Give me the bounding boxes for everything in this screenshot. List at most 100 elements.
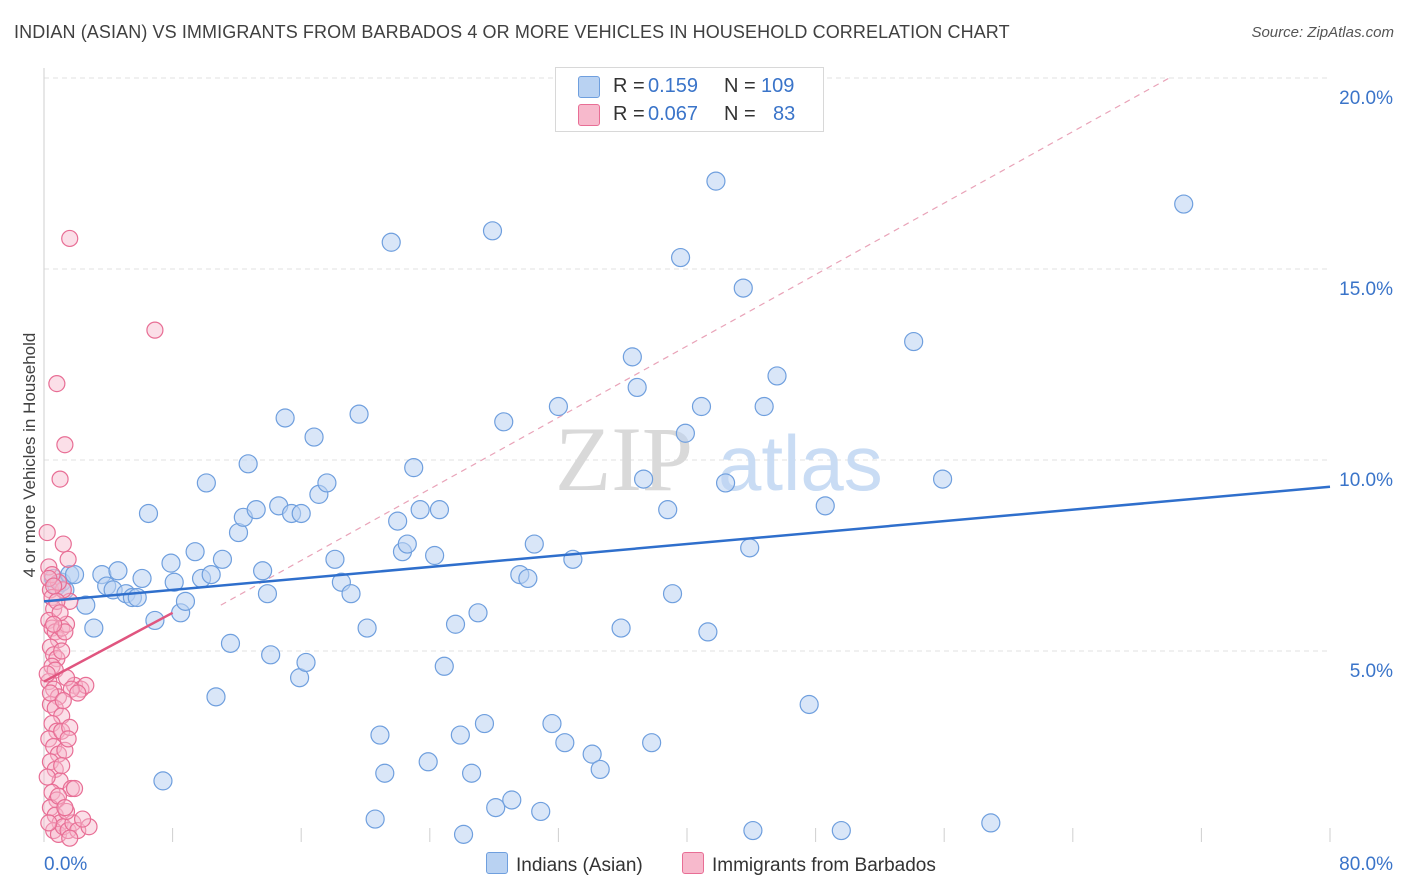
grid-lines [44,77,1330,652]
data-point-indians [325,549,345,569]
data-point-indians [461,763,482,783]
data-point-indians [698,622,718,642]
data-point-indians [486,798,506,818]
data-point-indians [357,618,377,638]
data-point-indians [418,752,438,772]
data-point-barbados [41,684,60,702]
data-point-barbados [45,577,63,595]
data-point-barbados [61,829,79,847]
data-point-indians [397,534,417,554]
data-point-indians [153,771,173,791]
data-point-indians [365,809,385,829]
data-point-indians [611,618,631,638]
data-point-indians [349,404,369,424]
y-tick-label: 5.0% [1350,661,1393,682]
data-point-indians [531,801,551,822]
data-point-barbados [51,470,69,488]
data-point-indians [434,656,454,676]
data-point-barbados [73,810,92,828]
data-point-indians [754,396,774,417]
data-point-indians [388,511,408,531]
y-tick-label: 15.0% [1339,279,1393,300]
data-point-indians [582,744,602,764]
data-point-indians [164,572,184,592]
data-point-indians [64,564,85,585]
y-axis-label: 4 or more Vehicles in Household [20,332,39,578]
data-point-barbados [38,768,56,786]
data-point-indians [201,564,221,585]
legend-label-barbados: Immigrants from Barbados [712,855,936,876]
data-point-indians [733,278,753,298]
data-point-indians [212,549,233,569]
data-point-barbados [45,615,63,633]
data-point-indians [132,568,152,589]
series-barbados-points [38,229,164,847]
data-point-indians [740,538,760,558]
data-point-indians [275,408,295,428]
data-point-indians [662,584,683,604]
data-point-barbados [54,692,72,710]
legend-swatch-pink [682,852,704,874]
data-point-indians [296,652,316,673]
data-point-indians [291,503,311,524]
legend-n-value: 109 [761,74,795,97]
watermark-atlas: atlas [718,419,883,507]
data-point-indians [799,694,819,715]
legend-swatch-blue [486,852,508,874]
data-point-indians [590,759,610,780]
data-point-indians [815,496,835,516]
data-point-indians [494,412,514,432]
data-point-barbados [38,523,56,542]
data-point-barbados [146,321,164,339]
data-point-indians [206,687,226,707]
source-label: Source: ZipAtlas.com [1251,24,1394,41]
data-point-barbados [53,756,71,775]
data-point-barbados [56,436,74,454]
data-point-barbados [59,730,77,748]
data-point-indians [317,473,337,493]
series-indians-points [44,171,1194,844]
data-point-indians [767,366,787,386]
data-point-indians [108,561,128,581]
x-tick-label: 80.0% [1339,854,1393,875]
data-point-indians [675,423,695,443]
data-point-indians [220,633,241,653]
axes [43,68,1331,842]
legend-item-indians: Indians (Asian) [486,852,643,877]
data-point-barbados [48,375,66,393]
data-point-indians [981,813,1001,833]
data-point-indians [627,377,647,398]
chart-title: INDIAN (ASIAN) VS IMMIGRANTS FROM BARBAD… [14,22,1010,42]
data-point-indians [261,645,281,665]
data-point-barbados [61,229,79,248]
data-point-indians [175,591,196,611]
data-point-indians [622,347,642,367]
data-point-indians [429,500,450,520]
data-point-indians [715,473,736,493]
y-tick-label: 10.0% [1339,470,1393,491]
data-point-indians [555,733,575,753]
data-point-barbados [59,550,77,568]
trend-lines [43,485,1331,683]
data-point-indians [542,713,562,734]
data-point-indians [238,454,258,474]
reference-lines [220,77,1170,606]
data-point-indians [445,614,466,634]
data-point-indians [84,618,104,638]
data-point-indians [404,458,424,478]
legend-swatch-pink [578,104,600,126]
data-point-indians [410,500,430,520]
data-point-indians [1174,194,1194,214]
data-point-indians [304,427,324,447]
data-point-indians [482,221,503,241]
data-point-indians [370,725,390,745]
data-point-barbados [56,799,74,817]
data-point-indians [468,603,488,623]
data-point-indians [138,503,159,524]
data-point-indians [642,733,662,753]
data-point-indians [450,725,470,745]
data-point-indians [253,561,273,581]
legend-n-label: N = [724,102,756,125]
data-point-indians [474,713,495,734]
